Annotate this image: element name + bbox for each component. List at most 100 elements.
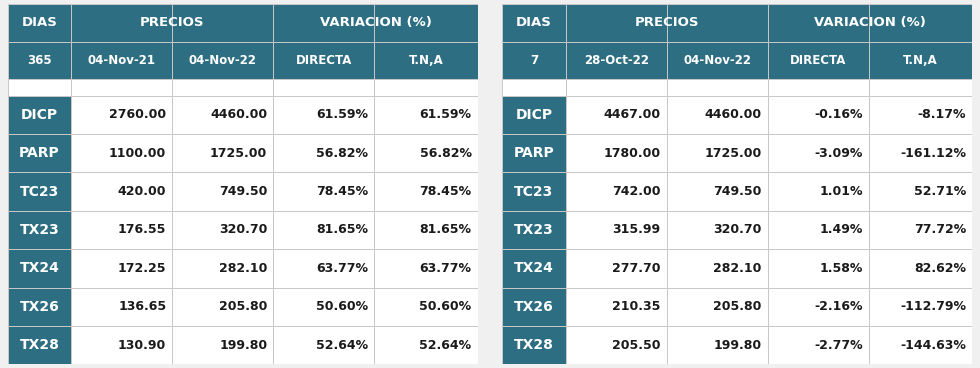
Text: 50.60%: 50.60% [419, 300, 471, 313]
Bar [172, 96, 273, 134]
Text: 81.65%: 81.65% [419, 223, 471, 237]
Bar [869, 172, 972, 211]
Text: PARP: PARP [514, 146, 555, 160]
Bar [72, 96, 172, 134]
Text: 78.45%: 78.45% [317, 185, 368, 198]
Text: 282.10: 282.10 [713, 262, 761, 275]
Bar [374, 211, 477, 249]
Bar [374, 134, 477, 172]
Bar [72, 42, 172, 79]
Bar [273, 42, 374, 79]
Text: 1.58%: 1.58% [819, 262, 862, 275]
Bar [72, 172, 172, 211]
Text: 2760.00: 2760.00 [109, 108, 167, 121]
Bar [374, 79, 477, 96]
Text: 50.60%: 50.60% [317, 300, 368, 313]
Bar [767, 96, 869, 134]
Bar [8, 96, 72, 134]
Bar [565, 326, 666, 364]
Bar [502, 249, 565, 287]
Bar [666, 211, 767, 249]
Bar [502, 326, 565, 364]
Bar [767, 287, 869, 326]
Bar [72, 326, 172, 364]
Bar [374, 96, 477, 134]
Text: 420.00: 420.00 [118, 185, 167, 198]
Text: TX28: TX28 [20, 338, 60, 352]
Text: 04-Nov-22: 04-Nov-22 [683, 54, 752, 67]
Text: -2.77%: -2.77% [814, 339, 862, 352]
Text: 199.80: 199.80 [713, 339, 761, 352]
Text: 742.00: 742.00 [612, 185, 661, 198]
Bar [869, 287, 972, 326]
Bar [869, 42, 972, 79]
Bar [72, 4, 273, 42]
Bar [8, 172, 72, 211]
Text: 1100.00: 1100.00 [109, 147, 167, 160]
Bar [8, 79, 72, 96]
Text: DIRECTA: DIRECTA [790, 54, 847, 67]
Text: 205.80: 205.80 [219, 300, 268, 313]
Bar [767, 211, 869, 249]
Bar [502, 42, 565, 79]
Bar [273, 4, 478, 42]
Bar [502, 172, 565, 211]
Bar [8, 4, 72, 42]
Bar [273, 96, 374, 134]
Text: 81.65%: 81.65% [317, 223, 368, 237]
Bar [666, 134, 767, 172]
Text: 4467.00: 4467.00 [604, 108, 661, 121]
Text: 205.80: 205.80 [713, 300, 761, 313]
Bar [72, 249, 172, 287]
Text: 749.50: 749.50 [219, 185, 268, 198]
Text: -112.79%: -112.79% [900, 300, 966, 313]
Bar [8, 211, 72, 249]
Bar [72, 134, 172, 172]
Text: 1.49%: 1.49% [819, 223, 862, 237]
Bar [72, 287, 172, 326]
Text: 82.62%: 82.62% [914, 262, 966, 275]
Text: 749.50: 749.50 [713, 185, 761, 198]
Text: 61.59%: 61.59% [317, 108, 368, 121]
Text: 04-Nov-22: 04-Nov-22 [189, 54, 257, 67]
Bar [502, 4, 565, 42]
Text: 7: 7 [530, 54, 538, 67]
Text: TX26: TX26 [20, 300, 60, 314]
Text: -3.09%: -3.09% [814, 147, 862, 160]
Text: 199.80: 199.80 [220, 339, 268, 352]
Text: 78.45%: 78.45% [419, 185, 471, 198]
Text: -144.63%: -144.63% [900, 339, 966, 352]
Text: -0.16%: -0.16% [814, 108, 862, 121]
Bar [273, 172, 374, 211]
Bar [666, 326, 767, 364]
Text: PARP: PARP [20, 146, 60, 160]
Text: VARIACION (%): VARIACION (%) [319, 16, 431, 29]
Text: 28-Oct-22: 28-Oct-22 [584, 54, 649, 67]
Text: TX24: TX24 [20, 261, 60, 275]
Bar [8, 134, 72, 172]
Bar [172, 172, 273, 211]
Text: 52.64%: 52.64% [317, 339, 368, 352]
Text: TX24: TX24 [514, 261, 554, 275]
Bar [8, 42, 72, 79]
Text: T.N,A: T.N,A [409, 54, 443, 67]
Bar [273, 79, 374, 96]
Bar [72, 211, 172, 249]
Text: 56.82%: 56.82% [317, 147, 368, 160]
Bar [767, 42, 869, 79]
Bar [565, 249, 666, 287]
Text: 52.64%: 52.64% [419, 339, 471, 352]
Bar [565, 96, 666, 134]
Text: 04-Nov-21: 04-Nov-21 [88, 54, 156, 67]
Bar [8, 326, 72, 364]
Bar [273, 249, 374, 287]
Text: 205.50: 205.50 [612, 339, 661, 352]
Bar [869, 79, 972, 96]
Text: 52.71%: 52.71% [913, 185, 966, 198]
Text: 315.99: 315.99 [612, 223, 661, 237]
Bar [767, 326, 869, 364]
Text: -161.12%: -161.12% [900, 147, 966, 160]
Text: TC23: TC23 [20, 185, 59, 199]
Bar [666, 42, 767, 79]
Text: PRECIOS: PRECIOS [634, 16, 699, 29]
